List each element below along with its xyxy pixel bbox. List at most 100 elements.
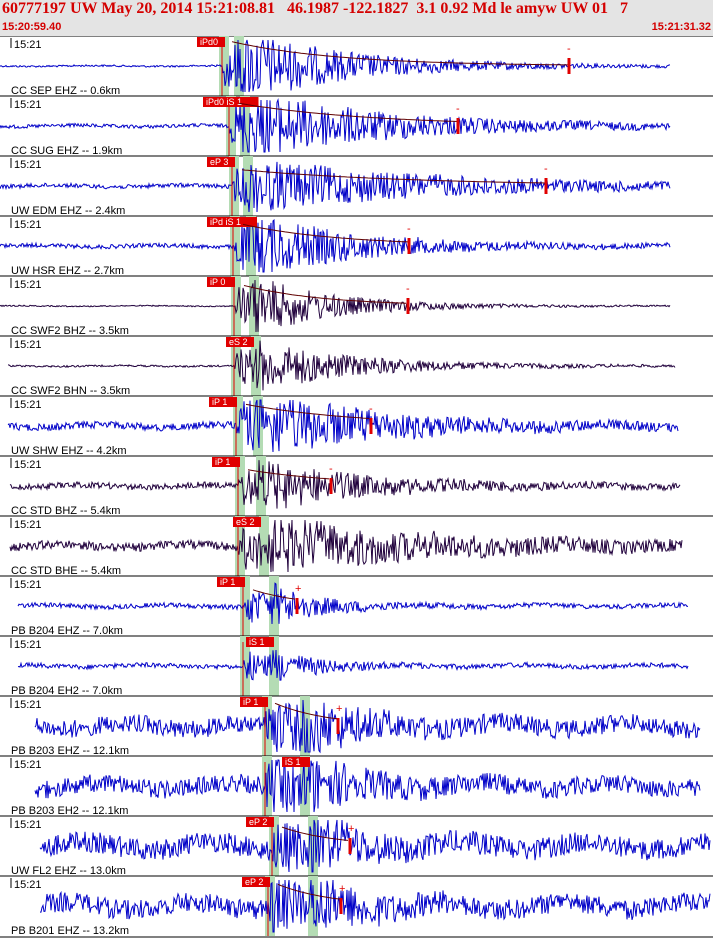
coda-mark-label: - bbox=[407, 223, 411, 235]
coda-end-marker[interactable] bbox=[336, 718, 340, 734]
pick-label: eP 3 bbox=[210, 157, 228, 167]
pick-flag[interactable] bbox=[197, 37, 225, 47]
pick-flag[interactable] bbox=[203, 97, 259, 107]
pick-label: iS 1 bbox=[285, 757, 301, 767]
waveform bbox=[0, 219, 671, 273]
trace-row[interactable]: 15:21 eP 2 + PB B201 EHZ -- 13.2km bbox=[0, 875, 713, 937]
seismogram-panel[interactable]: 15:21 iPd0 - CC SEP EHZ -- 0.6km 15:21 iPd0 i… bbox=[0, 36, 713, 938]
pick-flag[interactable] bbox=[217, 577, 245, 587]
time-label: 15:21 bbox=[14, 279, 42, 291]
pick-label: iP 0 bbox=[210, 277, 225, 287]
coda-end-marker[interactable] bbox=[329, 478, 333, 494]
pick-flag[interactable] bbox=[207, 277, 235, 287]
pick-flag[interactable] bbox=[209, 397, 237, 407]
p-window bbox=[235, 456, 245, 516]
trace-row[interactable]: 15:21 iP 1 + PB B203 EHZ -- 12.1km bbox=[0, 695, 713, 757]
coda-end-marker[interactable] bbox=[544, 178, 548, 194]
coda-decay bbox=[243, 285, 407, 304]
pick-label: iPd0 iS 1 bbox=[206, 97, 242, 107]
coda-end-marker[interactable] bbox=[348, 838, 352, 854]
pick-flag[interactable] bbox=[212, 457, 240, 467]
p-window bbox=[262, 756, 272, 816]
station-label: CC STD BHZ -- 5.4km bbox=[11, 505, 120, 517]
pick-label: eP 2 bbox=[249, 817, 267, 827]
station-label: UW HSR EHZ -- 2.7km bbox=[11, 265, 124, 277]
trace-row[interactable]: 15:21 eP 2 + UW FL2 EHZ -- 13.0km bbox=[0, 815, 713, 877]
pick-flag[interactable] bbox=[246, 637, 274, 647]
waveform bbox=[17, 582, 689, 625]
time-label: 15:21 bbox=[14, 219, 42, 231]
waveform bbox=[7, 340, 676, 391]
pick-label: iP 1 bbox=[215, 457, 230, 467]
time-label: 15:21 bbox=[14, 639, 42, 651]
pick-label: eS 2 bbox=[236, 517, 255, 527]
station-label: PB B204 EHZ -- 7.0km bbox=[11, 625, 123, 637]
pick-label: iP 1 bbox=[212, 397, 227, 407]
trace-row[interactable]: 15:21 eS 2 CC SWF2 BHN -- 3.5km bbox=[0, 335, 713, 397]
waveform bbox=[34, 759, 701, 813]
time-label: 15:21 bbox=[14, 339, 42, 351]
station-label: CC SUG EHZ -- 1.9km bbox=[11, 145, 122, 157]
coda-end-marker[interactable] bbox=[407, 238, 411, 254]
waveform bbox=[9, 460, 681, 509]
coda-end-marker[interactable] bbox=[295, 598, 299, 614]
pick-flag[interactable] bbox=[240, 697, 268, 707]
station-label: CC SWF2 BHZ -- 3.5km bbox=[11, 325, 129, 337]
time-label: 15:21 bbox=[14, 519, 42, 531]
waveform bbox=[34, 699, 701, 754]
p-window bbox=[226, 96, 236, 156]
pick-flag[interactable] bbox=[207, 157, 235, 167]
p-window bbox=[219, 36, 229, 96]
station-label: CC STD BHE -- 5.4km bbox=[11, 565, 121, 577]
coda-end-marker[interactable] bbox=[369, 418, 373, 434]
coda-mark-label: + bbox=[336, 703, 342, 715]
coda-end-marker[interactable] bbox=[456, 118, 460, 134]
time-label: 15:21 bbox=[14, 759, 42, 771]
coda-end-marker[interactable] bbox=[567, 58, 571, 74]
p-window bbox=[230, 216, 240, 276]
trace-row[interactable]: 15:21 iP 1 - UW SHW EHZ -- 4.2km bbox=[0, 395, 713, 457]
pick-flag[interactable] bbox=[246, 817, 274, 827]
waveform bbox=[0, 279, 671, 333]
waveform bbox=[9, 519, 683, 573]
pick-flag[interactable] bbox=[242, 877, 270, 887]
coda-mark-label: - bbox=[544, 163, 548, 175]
trace-row[interactable]: 15:21 iP 0 - CC SWF2 BHZ -- 3.5km bbox=[0, 275, 713, 337]
coda-end-marker[interactable] bbox=[339, 898, 343, 914]
pick-label: iP 1 bbox=[220, 577, 235, 587]
pick-flag[interactable] bbox=[233, 517, 261, 527]
station-label: PB B204 EH2 -- 7.0km bbox=[11, 685, 122, 697]
pick-label: iPd0 bbox=[200, 37, 218, 47]
trace-row[interactable]: 15:21 iP 1 - CC STD BHZ -- 5.4km bbox=[0, 455, 713, 517]
header-bar: 60777197 UW May 20, 2014 15:21:08.81 46.… bbox=[0, 0, 713, 36]
s-window bbox=[256, 456, 266, 516]
trace-row[interactable]: 15:21 eS 2 CC STD BHE -- 5.4km bbox=[0, 515, 713, 577]
trace-row[interactable]: 15:21 iS 1 PB B204 EH2 -- 7.0km bbox=[0, 635, 713, 697]
coda-mark-label: - bbox=[406, 283, 410, 295]
trace-row[interactable]: 15:21 iP 1 + PB B204 EHZ -- 7.0km bbox=[0, 575, 713, 637]
pick-label: iS 1 bbox=[249, 637, 265, 647]
pick-flag[interactable] bbox=[226, 337, 254, 347]
coda-decay bbox=[231, 41, 568, 66]
trace-row[interactable]: 15:21 iPd iS 1 - UW HSR EHZ -- 2.7km bbox=[0, 215, 713, 277]
coda-decay bbox=[281, 826, 349, 841]
trace-row[interactable]: 15:21 iS 1 PB B203 EH2 -- 12.1km bbox=[0, 755, 713, 817]
pick-flag[interactable] bbox=[282, 757, 310, 767]
waveform bbox=[7, 399, 679, 453]
s-window bbox=[243, 156, 253, 216]
p-window bbox=[240, 576, 250, 636]
time-label: 15:21 bbox=[14, 459, 42, 471]
coda-mark-label: - bbox=[329, 463, 333, 475]
trace-row[interactable]: 15:21 iPd0 iS 1 - CC SUG EHZ -- 1.9km bbox=[0, 95, 713, 157]
time-label: 15:21 bbox=[14, 99, 42, 111]
pick-label: iP 1 bbox=[243, 697, 258, 707]
trace-row[interactable]: 15:21 eP 3 - UW EDM EHZ -- 2.4km bbox=[0, 155, 713, 217]
coda-end-marker[interactable] bbox=[406, 298, 410, 314]
waveform bbox=[17, 649, 689, 681]
pick-label: iPd iS 1 bbox=[210, 217, 241, 227]
trace-row[interactable]: 15:21 iPd0 - CC SEP EHZ -- 0.6km bbox=[0, 36, 713, 97]
pick-flag[interactable] bbox=[207, 217, 257, 227]
time-label: 15:21 bbox=[14, 879, 42, 891]
coda-decay bbox=[245, 403, 370, 419]
s-window bbox=[246, 216, 256, 276]
